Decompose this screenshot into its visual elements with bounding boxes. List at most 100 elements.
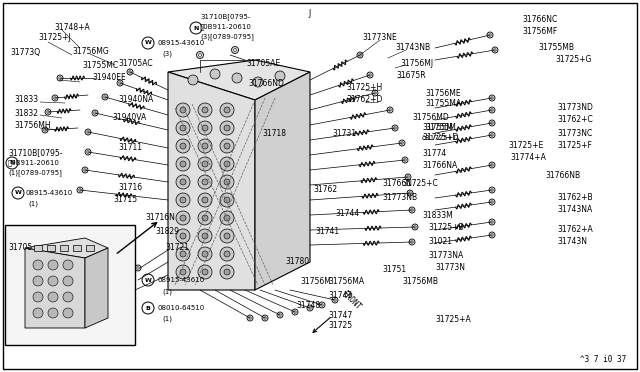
Circle shape	[202, 179, 208, 185]
Text: 31940NA: 31940NA	[118, 96, 153, 105]
Text: 31716: 31716	[118, 183, 142, 192]
Text: 31756MA: 31756MA	[328, 278, 364, 286]
Text: 31725+C: 31725+C	[402, 179, 438, 187]
Circle shape	[180, 215, 186, 221]
Text: 31751: 31751	[382, 266, 406, 275]
Text: 31833: 31833	[14, 96, 38, 105]
Text: N: N	[10, 160, 15, 166]
Circle shape	[491, 109, 493, 111]
Text: 31747: 31747	[328, 311, 352, 320]
Circle shape	[85, 149, 91, 155]
Circle shape	[44, 129, 46, 131]
Circle shape	[48, 260, 58, 270]
Text: 31756MF: 31756MF	[522, 28, 557, 36]
Circle shape	[411, 241, 413, 243]
Circle shape	[294, 311, 296, 313]
Text: 31725+H: 31725+H	[346, 83, 382, 93]
Circle shape	[359, 54, 361, 56]
Circle shape	[176, 121, 190, 135]
Circle shape	[220, 247, 234, 261]
Circle shape	[198, 157, 212, 171]
Circle shape	[202, 107, 208, 113]
Circle shape	[202, 215, 208, 221]
Text: 31755MC: 31755MC	[82, 61, 118, 70]
Circle shape	[249, 317, 251, 319]
Circle shape	[202, 161, 208, 167]
Circle shape	[489, 219, 495, 225]
Text: (1): (1)	[162, 289, 172, 295]
Circle shape	[412, 224, 418, 230]
Circle shape	[198, 121, 212, 135]
Text: 31710B[0795-: 31710B[0795-	[8, 148, 63, 157]
Circle shape	[224, 251, 230, 257]
Circle shape	[176, 247, 190, 261]
Circle shape	[176, 157, 190, 171]
Text: 31773NC: 31773NC	[557, 128, 592, 138]
Circle shape	[405, 174, 411, 180]
Text: 31725+A: 31725+A	[435, 315, 471, 324]
Circle shape	[262, 315, 268, 321]
Circle shape	[319, 302, 325, 308]
Text: (3): (3)	[162, 51, 172, 57]
Text: 31755MA: 31755MA	[425, 99, 461, 108]
Text: B: B	[145, 305, 150, 311]
Circle shape	[491, 234, 493, 236]
Circle shape	[491, 122, 493, 124]
Text: 31762+C: 31762+C	[557, 115, 593, 125]
Circle shape	[180, 125, 186, 131]
Text: 31773NE: 31773NE	[362, 32, 397, 42]
Text: 31773Q: 31773Q	[10, 48, 40, 57]
Text: 31743NA: 31743NA	[557, 205, 592, 215]
Text: 31756MH: 31756MH	[14, 122, 51, 131]
Circle shape	[407, 176, 409, 178]
Circle shape	[63, 292, 73, 302]
Text: 08915-43610: 08915-43610	[157, 277, 204, 283]
Circle shape	[210, 69, 220, 79]
Circle shape	[180, 179, 186, 185]
Circle shape	[198, 247, 212, 261]
Circle shape	[33, 276, 43, 286]
Circle shape	[489, 232, 495, 238]
Text: 31766ND: 31766ND	[248, 78, 284, 87]
Text: 31705AE: 31705AE	[246, 58, 280, 67]
Circle shape	[180, 269, 186, 275]
Circle shape	[220, 193, 234, 207]
Circle shape	[234, 49, 236, 51]
Text: 31762+B: 31762+B	[557, 193, 593, 202]
Circle shape	[48, 308, 58, 318]
Circle shape	[402, 157, 408, 163]
Circle shape	[489, 107, 495, 113]
Circle shape	[131, 279, 133, 281]
Circle shape	[411, 209, 413, 211]
Circle shape	[87, 131, 89, 133]
Text: 31756MB: 31756MB	[402, 278, 438, 286]
Circle shape	[142, 37, 154, 49]
Circle shape	[220, 175, 234, 189]
Circle shape	[119, 82, 121, 84]
Circle shape	[176, 103, 190, 117]
Text: 31731: 31731	[332, 128, 356, 138]
Circle shape	[279, 314, 281, 316]
Circle shape	[54, 97, 56, 99]
Text: 31743NB: 31743NB	[395, 42, 430, 51]
Circle shape	[176, 175, 190, 189]
Circle shape	[224, 269, 230, 275]
Circle shape	[180, 233, 186, 239]
Text: 31710B[0795-: 31710B[0795-	[200, 14, 250, 20]
Circle shape	[388, 109, 391, 111]
Text: 31725+E: 31725+E	[508, 141, 543, 150]
Circle shape	[491, 201, 493, 203]
Circle shape	[409, 239, 415, 245]
Circle shape	[247, 315, 253, 321]
Circle shape	[491, 134, 493, 136]
Circle shape	[180, 251, 186, 257]
Text: 31773N: 31773N	[435, 263, 465, 273]
Text: 31773NB: 31773NB	[382, 193, 417, 202]
Circle shape	[224, 197, 230, 203]
Circle shape	[220, 157, 234, 171]
Circle shape	[176, 139, 190, 153]
Circle shape	[224, 233, 230, 239]
Circle shape	[309, 307, 311, 309]
Circle shape	[224, 107, 230, 113]
Text: 31721: 31721	[165, 243, 189, 251]
